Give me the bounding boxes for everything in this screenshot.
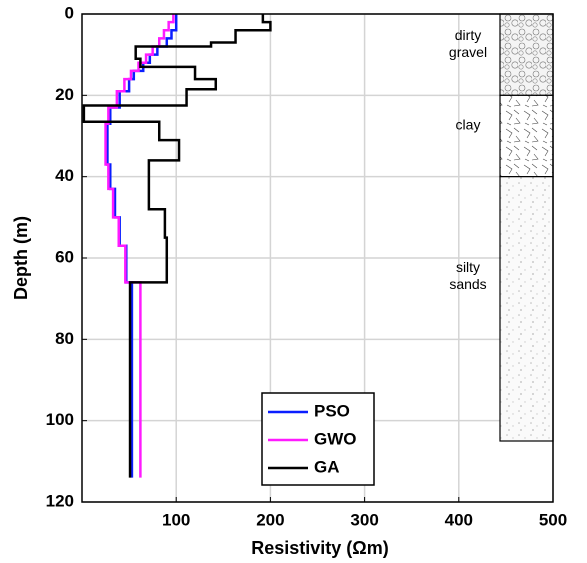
y-tick-label: 100 — [46, 410, 74, 429]
legend: PSO GWO GA — [261, 392, 375, 486]
y-tick-label: 120 — [46, 491, 74, 510]
y-axis-label: Depth (m) — [11, 216, 31, 300]
x-tick-label: 500 — [539, 510, 567, 529]
ticks: 100 200 300 400 500 0 20 40 60 80 100 120 — [46, 3, 568, 529]
x-tick-label: 300 — [350, 510, 378, 529]
y-tick-label: 80 — [55, 329, 74, 348]
y-tick-label: 0 — [65, 3, 74, 22]
lithology-label: dirty — [455, 27, 481, 43]
y-tick-label: 20 — [55, 85, 74, 104]
lithology-label: gravel — [449, 44, 487, 60]
legend-label: PSO — [314, 401, 350, 420]
x-tick-label: 400 — [445, 510, 473, 529]
series-line — [104, 14, 175, 478]
lithology-layer — [499, 176, 554, 442]
lithology-label: clay — [456, 117, 481, 133]
series-lines — [82, 14, 272, 478]
x-axis-label: Resistivity (Ωm) — [251, 538, 388, 558]
lithology-label: silty — [456, 259, 480, 275]
x-tick-label: 100 — [162, 510, 190, 529]
legend-label: GA — [314, 457, 340, 476]
legend-label: GWO — [314, 429, 357, 448]
y-tick-label: 40 — [55, 166, 74, 185]
series-line — [82, 14, 272, 478]
y-tick-label: 60 — [55, 247, 74, 266]
lithology-layer — [499, 13, 554, 96]
x-tick-label: 200 — [256, 510, 284, 529]
lithology-label: sands — [449, 276, 486, 292]
lithology-layer — [499, 94, 554, 178]
